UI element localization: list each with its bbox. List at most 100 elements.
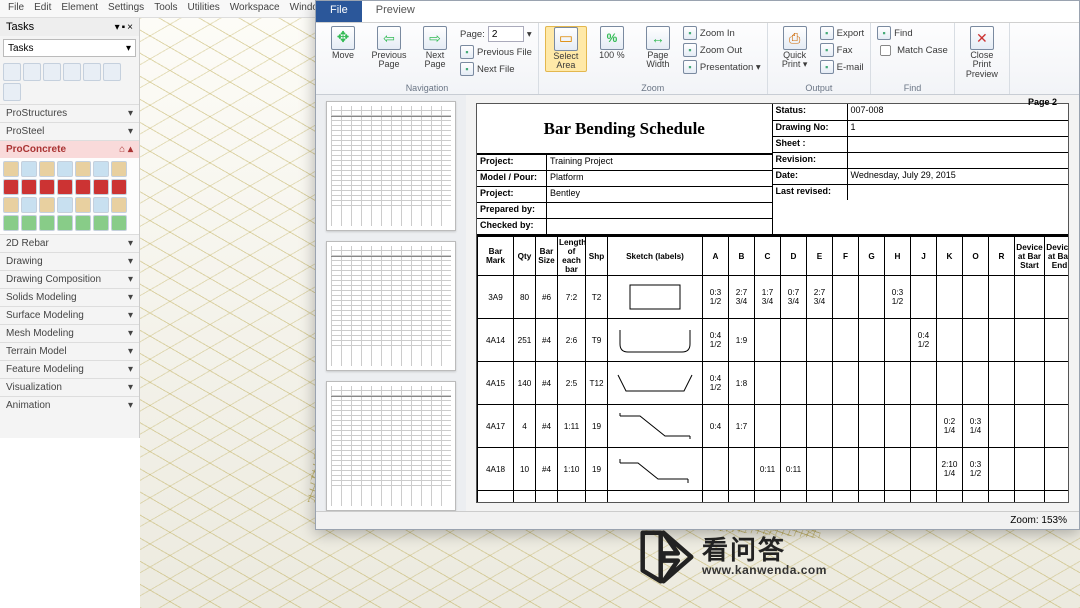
page-thumb[interactable] [326,381,456,511]
x-icon[interactable]: × [127,22,133,33]
tool-btn[interactable] [3,215,19,231]
menu-edit[interactable]: Edit [34,2,51,15]
section-prosteel[interactable]: ProSteel▾ [0,122,139,140]
tool-btn[interactable] [21,215,37,231]
move-button[interactable]: Move [322,26,364,60]
tool-btn[interactable] [39,197,55,213]
tool-btn[interactable] [93,179,109,195]
sheet-header: Bar Bending Schedule Project:Training Pr… [477,104,1068,236]
section-2drebar[interactable]: 2D Rebar▾ [0,234,139,252]
col-header: Device at Bar End [1045,237,1069,276]
tool-btn[interactable] [111,197,127,213]
tool-btn[interactable] [57,179,73,195]
tool-btn[interactable] [3,83,21,101]
section-surface[interactable]: Surface Modeling▾ [0,306,139,324]
tool-btn[interactable] [93,197,109,213]
tool-btn[interactable] [57,215,73,231]
menu-settings[interactable]: Settings [108,2,144,15]
tool-btn[interactable] [23,63,41,81]
presentation-button[interactable]: Presentation ▾ [683,60,761,74]
tool-btn[interactable] [3,197,19,213]
section-feature[interactable]: Feature Modeling▾ [0,360,139,378]
col-header: Qty [514,237,536,276]
section-terrain[interactable]: Terrain Model▾ [0,342,139,360]
section-prostructures[interactable]: ProStructures▾ [0,104,139,122]
section-anim[interactable]: Animation▾ [0,396,139,414]
match-case-toggle[interactable]: Match Case [877,44,948,57]
tool-btn[interactable] [3,63,21,81]
tool-btn[interactable] [21,179,37,195]
section-mesh[interactable]: Mesh Modeling▾ [0,324,139,342]
page-width-button[interactable]: Page Width [637,26,679,70]
select-area-button[interactable]: Select Area [545,26,587,72]
close-preview-button[interactable]: Close Print Preview [961,26,1003,79]
tool-btn[interactable] [57,161,73,177]
tool-btn[interactable] [75,215,91,231]
email-button[interactable]: E-mail [820,60,864,74]
ribbon-close: Close Print Preview [955,23,1010,94]
preview-body: Page 2 Bar Bending Schedule Project:Trai… [316,95,1079,511]
menu-file[interactable]: File [8,2,24,15]
fax-button[interactable]: Fax [820,43,864,57]
pin-icon[interactable]: ▾ [115,22,120,33]
tool-btn[interactable] [3,161,19,177]
status-bar: Zoom: 153% [316,511,1079,529]
tool-btn[interactable] [111,161,127,177]
section-viz[interactable]: Visualization▾ [0,378,139,396]
tab-file[interactable]: File [316,1,362,22]
page-thumb[interactable] [326,241,456,371]
export-button[interactable]: Export [820,26,864,40]
menu-utilities[interactable]: Utilities [188,2,220,15]
tool-btn[interactable] [83,63,101,81]
next-file-button[interactable]: Next File [460,62,532,76]
report-sheet: Bar Bending Schedule Project:Training Pr… [476,103,1069,503]
table-row: 3A980#67:2T20:3 1/22:7 3/41:7 3/40:7 3/4… [478,276,1069,319]
tool-btn[interactable] [111,179,127,195]
tool-btn[interactable] [111,215,127,231]
tool-btn[interactable] [93,215,109,231]
tool-btn[interactable] [39,179,55,195]
menu-tools[interactable]: Tools [154,2,177,15]
tool-btn[interactable] [39,215,55,231]
tool-btn[interactable] [103,63,121,81]
percent-icon [600,26,624,50]
section-drawcomp[interactable]: Drawing Composition▾ [0,270,139,288]
section-proconcrete[interactable]: ProConcrete⌂ ▴ [0,140,139,158]
tool-btn[interactable] [63,63,81,81]
menu-element[interactable]: Element [61,2,98,15]
document-view[interactable]: Page 2 Bar Bending Schedule Project:Trai… [466,95,1079,511]
page-input[interactable] [488,26,524,42]
col-header: B [729,237,755,276]
match-case-checkbox[interactable] [880,45,891,56]
tool-btn[interactable] [57,197,73,213]
tool-btn[interactable] [21,161,37,177]
ribbon-output: Quick Print ▾ Export Fax E-mail Output [768,23,871,94]
tool-btn[interactable] [21,197,37,213]
close-icon[interactable]: ▪ [122,22,126,33]
col-header: O [963,237,989,276]
tasks-combo[interactable]: Tasks▾ [3,39,136,57]
tool-btn[interactable] [39,161,55,177]
prev-file-button[interactable]: Previous File [460,45,532,59]
tool-btn[interactable] [43,63,61,81]
page-thumb[interactable] [326,101,456,231]
thumbnail-column[interactable] [316,95,466,511]
section-drawing[interactable]: Drawing▾ [0,252,139,270]
zoom-in-button[interactable]: Zoom In [683,26,761,40]
tool-btn[interactable] [75,161,91,177]
section-solids[interactable]: Solids Modeling▾ [0,288,139,306]
next-page-button[interactable]: Next Page [414,26,456,70]
zoom-out-button[interactable]: Zoom Out [683,43,761,57]
tool-btn[interactable] [75,197,91,213]
quick-print-button[interactable]: Quick Print ▾ [774,26,816,70]
find-button[interactable]: Find [877,26,948,40]
menu-workspace[interactable]: Workspace [230,2,280,15]
prev-page-button[interactable]: Previous Page [368,26,410,70]
col-header: Device at Bar Start [1015,237,1045,276]
print-icon [783,26,807,50]
tool-btn[interactable] [75,179,91,195]
tool-btn[interactable] [93,161,109,177]
zoom-100-button[interactable]: 100 % [591,26,633,60]
tool-btn[interactable] [3,179,19,195]
tab-preview[interactable]: Preview [362,1,429,22]
